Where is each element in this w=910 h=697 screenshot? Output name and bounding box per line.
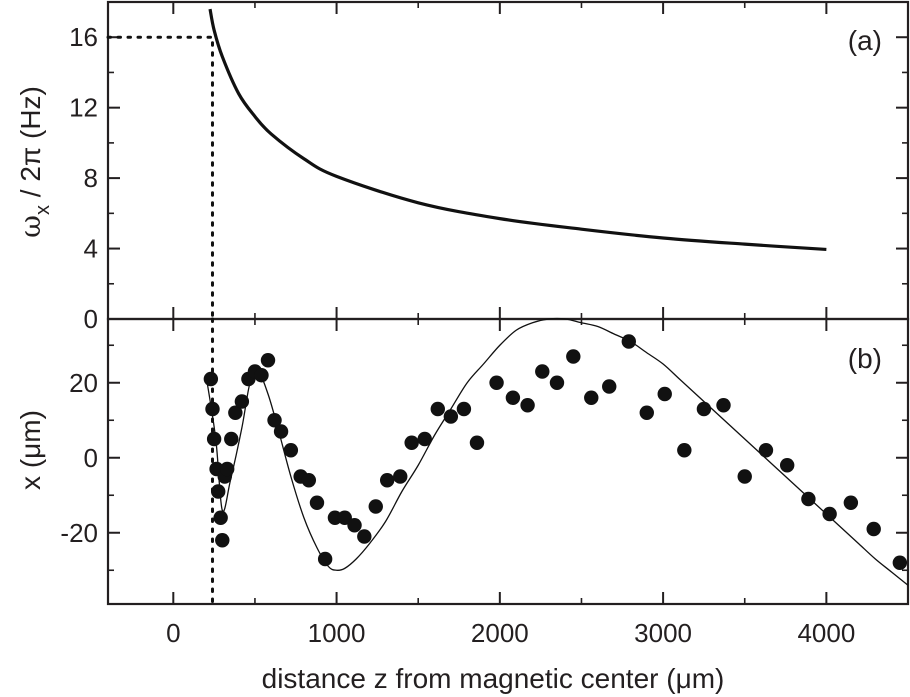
data-point <box>393 469 408 484</box>
data-point <box>430 401 445 417</box>
data-point <box>566 349 581 364</box>
data-point <box>584 390 599 405</box>
data-point <box>379 473 395 488</box>
data-point <box>404 435 419 450</box>
x-tick-label: 4000 <box>797 618 855 648</box>
panel-a-y-tick-label: 12 <box>69 93 98 123</box>
panel-a-y-sub: x <box>32 205 54 215</box>
data-point <box>892 555 908 570</box>
panel-b-y-tick-label: -20 <box>60 518 98 548</box>
data-point <box>301 473 317 488</box>
data-point <box>254 368 269 383</box>
data-point <box>203 371 219 387</box>
panel-a-frame <box>106 0 910 321</box>
data-point <box>317 551 333 567</box>
data-point <box>737 469 752 484</box>
panel-a-tag: (a) <box>848 25 882 56</box>
panel-a-axes <box>106 0 910 321</box>
data-point <box>211 484 226 499</box>
panel-a-y-tick-label: 4 <box>84 234 98 264</box>
panel-b-y-tick-label: 20 <box>69 368 98 398</box>
panel-b-data-points <box>203 334 908 570</box>
panel-a-frequency-curve <box>208 8 827 252</box>
data-point <box>716 398 731 413</box>
panel-a-y-tick-label: 16 <box>69 22 98 52</box>
x-tick-label: 3000 <box>634 618 692 648</box>
panel-b-plot: -20 0 20 0 1000 2000 3000 4000 (b) x (μm) dist… <box>15 317 910 694</box>
panel-a-y-rest: / 2π (Hz) <box>15 86 46 205</box>
data-point <box>219 461 235 477</box>
data-point <box>696 401 712 417</box>
data-point <box>260 353 276 368</box>
data-point <box>357 529 372 544</box>
data-point <box>602 379 617 394</box>
data-point <box>621 334 637 349</box>
panel-b-tag: (b) <box>848 343 882 374</box>
data-point <box>677 443 692 458</box>
data-point <box>549 375 565 390</box>
data-point <box>267 413 282 428</box>
panel-b-axes <box>106 317 910 606</box>
data-point <box>489 375 504 390</box>
panel-b-y-tick-labels: -20 0 20 <box>60 368 98 548</box>
data-point <box>337 510 352 525</box>
panel-a-y-tick-label: 0 <box>84 304 98 334</box>
data-point <box>213 510 228 525</box>
data-point <box>535 364 550 379</box>
x-axis-title: distance z from magnetic center (μm) <box>262 663 725 694</box>
data-point <box>657 386 672 402</box>
panel-a-y-tick-labels: 0 4 8 12 16 <box>69 22 98 334</box>
data-point <box>309 495 325 510</box>
data-point <box>283 443 299 458</box>
data-point <box>417 431 432 447</box>
data-point <box>758 443 774 458</box>
data-point <box>228 405 243 420</box>
data-point <box>779 458 795 473</box>
data-point <box>469 435 485 450</box>
data-point <box>215 533 230 548</box>
panel-a-plot: 0 4 8 12 16 (a) ωx / 2π (Hz) <box>14 0 910 334</box>
data-point <box>822 506 837 522</box>
data-point <box>866 521 881 537</box>
x-tick-label: 2000 <box>471 618 529 648</box>
x-tick-label: 0 <box>166 618 180 648</box>
data-point <box>843 495 859 510</box>
data-point <box>273 424 289 439</box>
data-point <box>639 405 654 420</box>
data-point <box>224 431 239 447</box>
data-point <box>206 431 222 447</box>
data-point <box>520 398 535 413</box>
panel-a-y-tick-label: 8 <box>84 163 98 193</box>
panel-a-y-axis-title: ωx / 2π (Hz) <box>14 86 54 238</box>
data-point <box>234 394 250 409</box>
panel-b-y-axis-title: x (μm) <box>15 410 46 490</box>
panel-b-y-tick-label: 0 <box>84 443 98 473</box>
data-point <box>368 499 383 514</box>
x-tick-label: 1000 <box>308 618 366 648</box>
panel-a-dotted-marker-line <box>106 35 214 321</box>
data-point <box>443 409 459 424</box>
panel-b-fit-curve <box>205 317 909 586</box>
x-tick-labels: 0 1000 2000 3000 4000 <box>166 618 855 648</box>
data-point <box>456 401 472 417</box>
data-point <box>347 518 362 533</box>
data-point <box>801 491 816 507</box>
data-point <box>505 390 521 405</box>
panel-a-y-omega: ω <box>14 215 47 238</box>
panel-b-frame <box>106 317 910 606</box>
